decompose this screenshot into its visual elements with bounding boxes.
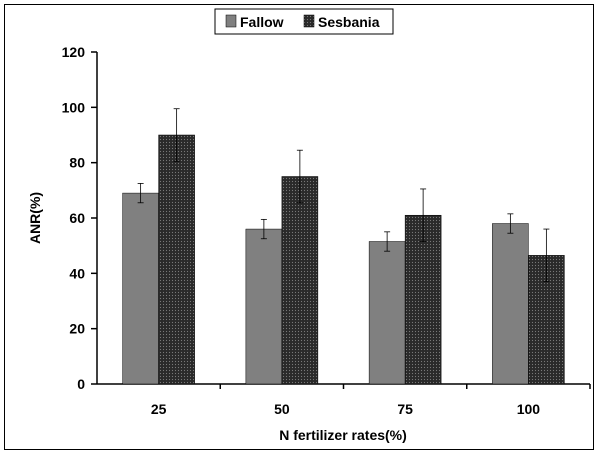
bar-fallow [122, 192, 159, 385]
bar-fallow [245, 228, 283, 385]
bar-sesbania [158, 134, 195, 385]
legend: Fallow Sesbania [214, 8, 394, 35]
y-tick-label: 0 [77, 376, 85, 392]
bar-fallow [492, 223, 529, 385]
x-tick-label: 75 [397, 401, 413, 417]
y-tick-label: 120 [62, 44, 86, 60]
bar-fallow [368, 241, 406, 385]
legend-swatch-sesbania [303, 14, 315, 28]
x-axis-title: N fertilizer rates(%) [279, 427, 407, 443]
x-tick-label: 25 [151, 401, 167, 417]
x-tick-label: 50 [274, 401, 290, 417]
legend-swatch-fallow [225, 14, 237, 28]
y-tick-label: 40 [69, 265, 85, 281]
legend-label-fallow: Fallow [240, 14, 284, 30]
plot-area: 0 20 40 60 80 100 120 25 50 75 100 [62, 44, 591, 417]
bar-sesbania [404, 214, 442, 385]
x-tick-label: 100 [517, 401, 541, 417]
bar-sesbania [281, 176, 319, 385]
y-tick-label: 100 [62, 99, 86, 115]
legend-label-sesbania: Sesbania [318, 14, 380, 30]
y-axis-title: ANR(%) [27, 192, 43, 244]
y-tick-label: 80 [69, 155, 85, 171]
y-tick-label: 20 [69, 321, 85, 337]
y-tick-label: 60 [69, 210, 85, 226]
